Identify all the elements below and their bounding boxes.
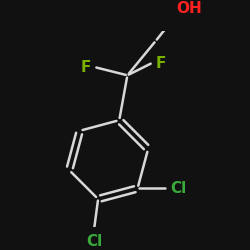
Text: F: F [156, 56, 166, 70]
Text: Cl: Cl [86, 234, 102, 249]
Text: F: F [80, 60, 91, 75]
Text: OH: OH [176, 1, 202, 16]
Text: Cl: Cl [170, 181, 186, 196]
